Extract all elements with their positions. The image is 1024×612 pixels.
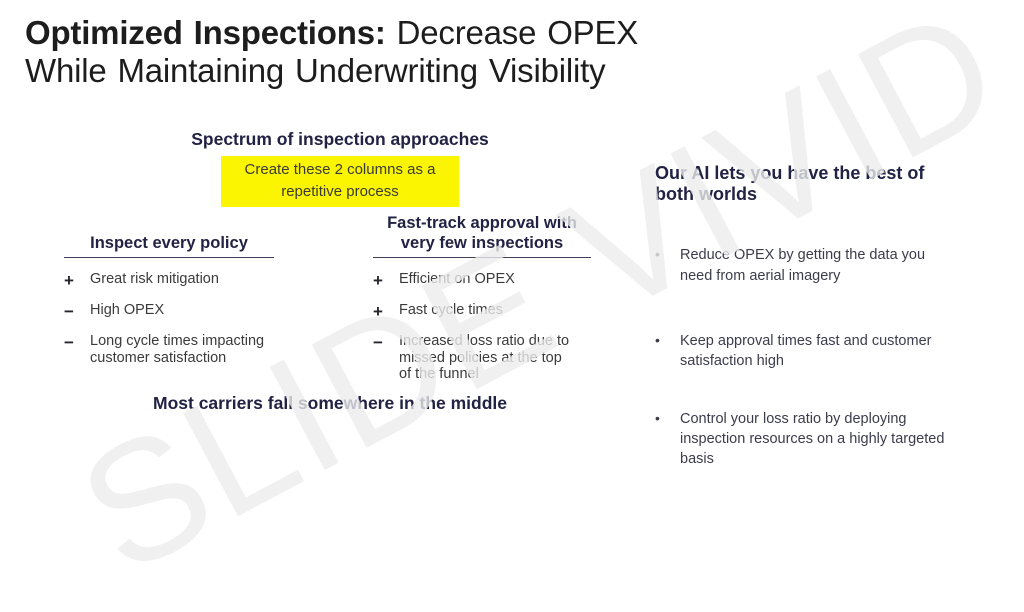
list-item-text: Control your loss ratio by deploying insp… bbox=[680, 410, 945, 468]
slide-content: Optimized Inspections: Decrease OPEX Whi… bbox=[25, 14, 987, 470]
column-fast-track-approval: Fast-track approval with very few inspect… bbox=[373, 210, 591, 383]
column-inspect-every-policy: Inspect every policy + Great risk mitiga… bbox=[64, 210, 274, 366]
column-fast-track-heading: Fast-track approval with very few inspect… bbox=[373, 210, 591, 258]
spectrum-section-heading: Spectrum of inspection approaches bbox=[191, 129, 489, 149]
bullet-icon: • bbox=[655, 409, 660, 426]
bullet-icon: • bbox=[655, 332, 660, 349]
bullet-icon: • bbox=[655, 246, 660, 263]
column-inspect-heading: Inspect every policy bbox=[64, 210, 274, 258]
list-item: − High OPEX bbox=[64, 302, 274, 320]
list-item-text: Long cycle times impacting customer satis… bbox=[90, 333, 265, 366]
list-item: • Control your loss ratio by deploying in… bbox=[655, 409, 987, 470]
list-item-text: High OPEX bbox=[90, 302, 165, 318]
plus-icon: + bbox=[373, 302, 383, 321]
list-item-text: Fast cycle times bbox=[399, 302, 503, 318]
list-item: + Fast cycle times bbox=[373, 302, 591, 320]
list-item-text: Keep approval times fast and customer sat… bbox=[680, 333, 932, 370]
ai-panel-heading: Our AI lets you have the best of both wor… bbox=[655, 163, 925, 205]
list-item: + Efficient on OPEX bbox=[373, 271, 591, 289]
slide-canvas: { "watermark": { "text": "SLIDE VIVID" }… bbox=[25, 0, 1024, 610]
minus-icon: − bbox=[64, 333, 74, 352]
page-title-emphasis: Optimized Inspections: bbox=[25, 14, 386, 51]
ai-benefits-panel: Our AI lets you have the best of both wor… bbox=[655, 163, 987, 470]
sticky-note: Create these 2 columns as a repetitive pr… bbox=[221, 156, 459, 207]
page-title: Optimized Inspections: Decrease OPEX Whi… bbox=[25, 14, 705, 90]
list-item: − Increased loss ratio due to missed poli… bbox=[373, 333, 591, 383]
plus-icon: + bbox=[373, 271, 383, 290]
list-item: • Keep approval times fast and customer s… bbox=[655, 331, 987, 372]
list-item-text: Reduce OPEX by getting the data you need … bbox=[680, 247, 926, 284]
list-item-text: Great risk mitigation bbox=[90, 271, 219, 287]
list-item: − Long cycle times impacting customer sat… bbox=[64, 333, 274, 366]
page-title-line2: While Maintaining Underwriting Visibilit… bbox=[25, 51, 606, 89]
list-item: • Reduce OPEX by getting the data you nee… bbox=[655, 245, 987, 286]
plus-icon: + bbox=[64, 271, 74, 290]
list-item: + Great risk mitigation bbox=[64, 271, 274, 289]
list-item-text: Increased loss ratio due to missed polici… bbox=[399, 333, 570, 383]
spectrum-footer-note: Most carriers fall somewhere in the midd… bbox=[153, 393, 507, 413]
ai-panel-bullet-list: • Reduce OPEX by getting the data you nee… bbox=[655, 245, 987, 469]
minus-icon: − bbox=[64, 302, 74, 321]
page-title-line1: Optimized Inspections: Decrease OPEX bbox=[25, 14, 705, 52]
page-title-line1-rest: Decrease OPEX bbox=[385, 14, 639, 51]
minus-icon: − bbox=[373, 333, 383, 352]
list-item-text: Efficient on OPEX bbox=[399, 271, 515, 287]
